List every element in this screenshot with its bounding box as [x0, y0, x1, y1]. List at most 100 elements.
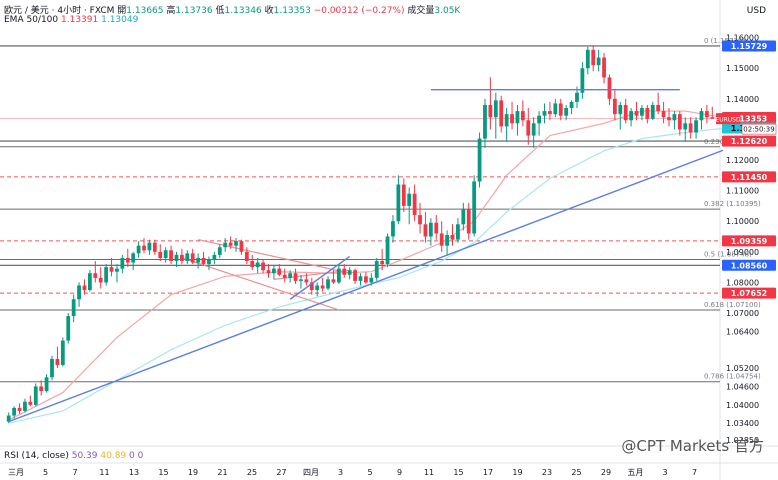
candle-body — [396, 184, 401, 222]
candle — [510, 101, 514, 130]
candle — [234, 238, 238, 252]
candle — [320, 277, 325, 292]
candle — [288, 270, 293, 283]
candle-body — [704, 111, 709, 118]
candle — [255, 257, 260, 274]
x-tick-label: 7 — [72, 468, 77, 477]
candle — [23, 398, 27, 413]
candle — [163, 247, 168, 263]
candle — [347, 267, 352, 280]
candle — [33, 383, 38, 407]
candle-body — [385, 236, 390, 265]
candle — [548, 101, 552, 121]
candle — [531, 117, 536, 148]
candle — [645, 104, 650, 124]
y-tick-label: 1.15000 — [726, 64, 759, 73]
candle-body — [158, 251, 163, 258]
x-tick-label: 3 — [662, 468, 667, 477]
candle — [385, 233, 390, 268]
candle — [44, 374, 49, 393]
candle-body — [115, 268, 119, 272]
candle — [331, 270, 336, 284]
price-badge: 1.08560 — [722, 259, 776, 271]
candle — [504, 108, 509, 142]
y-tick-label: 1.11000 — [726, 187, 759, 196]
candle-body — [515, 111, 520, 124]
candle-body — [12, 407, 17, 416]
x-tick-label: 四月 — [303, 468, 319, 477]
candle-body — [434, 222, 439, 234]
price-badge-bg — [722, 40, 776, 52]
candle-body — [688, 123, 693, 133]
candle — [602, 52, 606, 84]
symbol-info-line: 欧元 / 美元 · 4小时 · FXCM 開1.13665 高1.13736 低… — [4, 3, 460, 16]
x-tick-label: 25 — [571, 468, 581, 477]
high-label: 高 — [166, 6, 176, 16]
candle-body — [293, 273, 298, 281]
x-tick-label: 29 — [601, 468, 611, 477]
ema-label: EMA 50/100 — [4, 15, 59, 25]
candle-body — [104, 267, 109, 283]
fib-level-label: 0.5 (1.08748) — [704, 251, 752, 259]
candle-body — [320, 285, 325, 289]
candle — [147, 239, 152, 255]
close-label: 收 — [264, 6, 274, 16]
candle-body — [656, 104, 661, 112]
candle-body — [207, 259, 211, 265]
candle-body — [55, 358, 60, 366]
candle — [277, 264, 282, 277]
price-badge: 1.12620 — [722, 135, 776, 147]
candle-body — [531, 123, 536, 136]
candle — [612, 89, 617, 121]
candle-body — [185, 253, 190, 262]
ema-legend[interactable]: EMA 50/100 1.13391 1.13049 — [4, 15, 138, 25]
candle-body — [439, 233, 444, 246]
candle-body — [142, 245, 146, 251]
x-tick-label: 15 — [453, 468, 463, 477]
candle-body — [309, 282, 314, 291]
candle-body — [125, 257, 130, 263]
low-label: 低 — [215, 6, 225, 16]
price-badge-text: 1.08560 — [731, 261, 768, 270]
candle — [445, 230, 449, 255]
candle — [299, 274, 303, 289]
candle-body — [250, 261, 255, 268]
fib-level-label: 0.786 (1.04754) — [704, 373, 761, 381]
price-badge: 1.09359 — [722, 235, 776, 247]
price-badge: 1.15729 — [722, 40, 776, 52]
candle-body — [634, 111, 639, 116]
candle-body — [288, 273, 293, 278]
candle — [109, 257, 114, 277]
candle — [450, 224, 455, 246]
volume-value: 3.05K — [434, 6, 461, 16]
price-badge: 1.07652 — [722, 287, 776, 299]
candle-body — [569, 101, 574, 109]
candle — [98, 267, 103, 289]
candle — [472, 175, 477, 237]
candle — [542, 103, 547, 124]
candle — [515, 104, 520, 136]
candle — [185, 250, 190, 265]
price-badge-text: 1.15729 — [731, 42, 768, 51]
symbol-name: 欧元 / 美元 · 4小时 · FXCM — [4, 6, 115, 16]
candle-body — [520, 111, 525, 121]
y-tick-label: 1.12000 — [726, 156, 759, 165]
candle-body — [174, 254, 179, 262]
candle — [569, 100, 574, 115]
candle — [223, 238, 228, 252]
rsi-legend[interactable]: RSI (14, close) 50.39 40.89 0 0 — [4, 451, 143, 461]
high-value: 1.13736 — [175, 6, 213, 16]
candle — [17, 403, 22, 414]
candle-body — [282, 274, 287, 278]
candle — [694, 117, 698, 139]
watermark: @CPT Markets 官方 — [621, 437, 764, 455]
candle — [282, 268, 287, 283]
candle — [142, 238, 146, 254]
fib-level-label: 0.382 (1.10395) — [704, 200, 761, 208]
candle-body — [336, 268, 341, 283]
candle — [12, 406, 17, 419]
candle-body — [585, 49, 590, 69]
candle — [180, 248, 184, 265]
candle — [499, 95, 504, 133]
